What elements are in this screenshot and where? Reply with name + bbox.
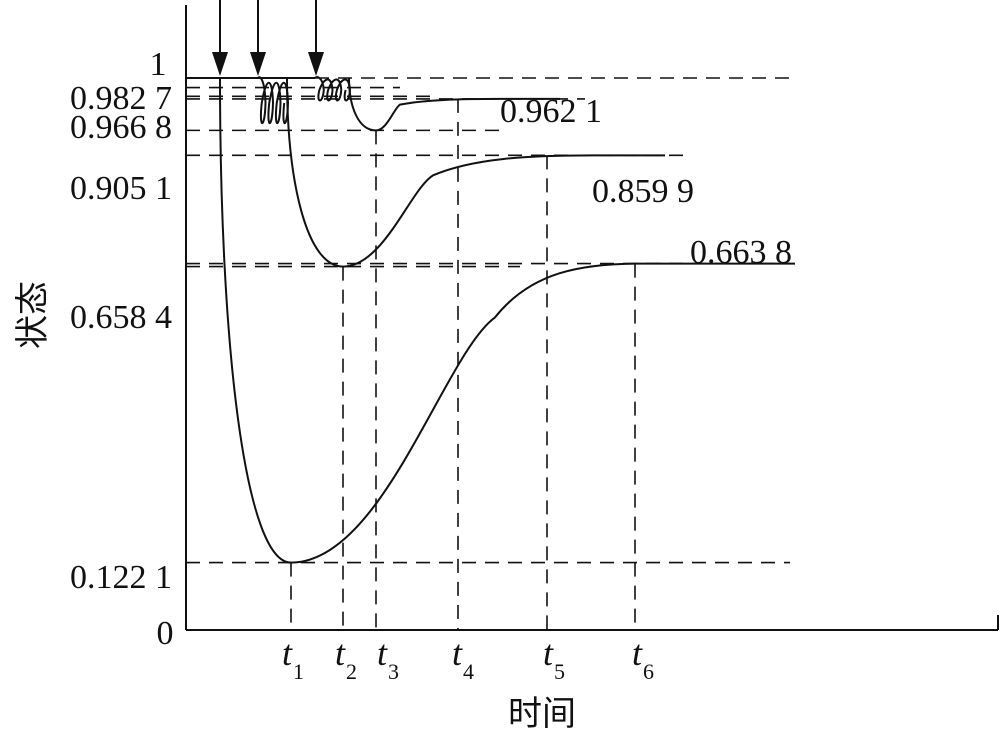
ytick-0: 0 — [157, 615, 174, 652]
ytick-0.9051: 0.905 1 — [70, 170, 172, 207]
ytick-1: 1 — [150, 46, 167, 83]
ytick-0.9827: 0.982 7 — [70, 80, 172, 117]
ytick-0.6584: 0.658 4 — [70, 299, 172, 336]
disturbance-arrow-head-2 — [250, 52, 266, 76]
ytick-0.1221: 0.122 1 — [70, 559, 172, 596]
disturbance-arrow-head-1 — [212, 52, 228, 76]
series-2-curve — [286, 77, 593, 268]
tmark-label-5: t5 — [543, 633, 565, 684]
series-3-curve — [348, 77, 501, 132]
tmark-label-1: t1 — [282, 633, 304, 684]
disturbance-arrow-head-3 — [308, 52, 324, 76]
tmark-label-2: t2 — [335, 633, 357, 684]
series1-final-label: 0.663 8 — [690, 234, 792, 271]
oscillation-coil-2 — [314, 76, 352, 102]
ytick-0.9668: 0.966 8 — [70, 109, 172, 146]
tmark-label-4: t4 — [452, 633, 474, 684]
series-1-curve — [219, 77, 641, 564]
y-axis-label: 状态 — [14, 281, 52, 349]
series2-final-label: 0.859 9 — [592, 173, 694, 210]
oscillation-coil-1 — [257, 76, 290, 125]
tmark-label-6: t6 — [632, 633, 654, 684]
x-axis-label: 时间 — [508, 696, 576, 733]
tmark-label-3: t3 — [377, 633, 399, 684]
